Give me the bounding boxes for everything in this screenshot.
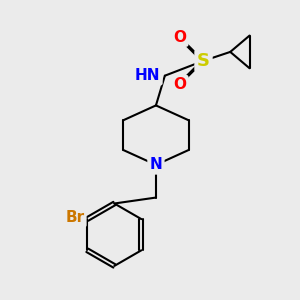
Text: S: S — [197, 52, 210, 70]
Text: HN: HN — [135, 68, 160, 83]
Text: O: O — [173, 30, 186, 45]
Text: N: N — [150, 158, 162, 172]
Text: O: O — [173, 77, 186, 92]
Text: Br: Br — [65, 210, 84, 225]
